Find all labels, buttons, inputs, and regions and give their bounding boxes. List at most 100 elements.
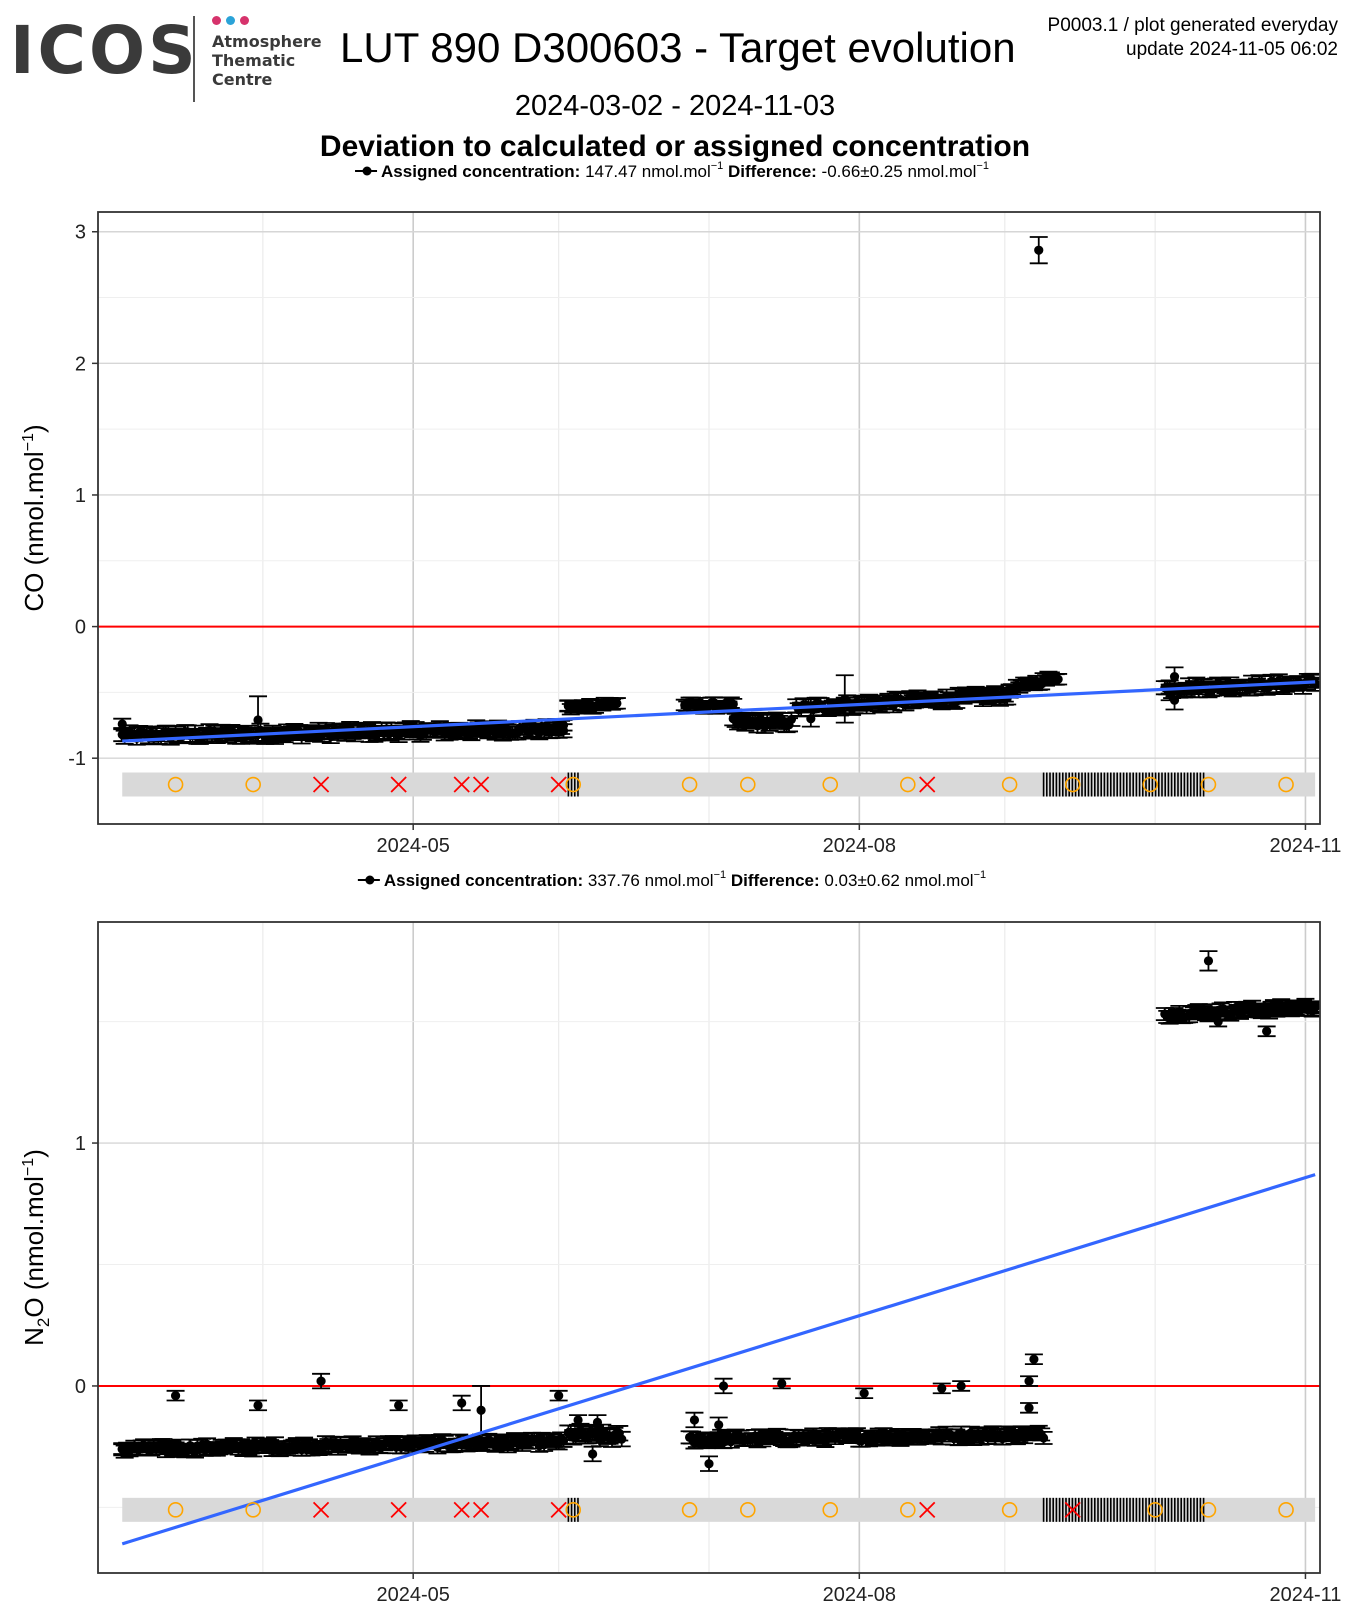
- data-point: [1029, 236, 1048, 265]
- point-marker: [1213, 1016, 1223, 1027]
- data-point: [583, 1445, 602, 1463]
- x-tick-label: 2024-11: [1269, 1584, 1341, 1606]
- data-point: [569, 1414, 588, 1426]
- legend-text: Assigned concentration: 337.76 nmol.mol−…: [384, 869, 986, 890]
- data-point: [801, 709, 820, 728]
- y-tick-label: 1: [75, 1133, 86, 1155]
- point-marker: [476, 1405, 486, 1415]
- cross-stroke: [472, 776, 490, 793]
- point-marker: [1262, 1026, 1272, 1036]
- data-point: [952, 1380, 971, 1392]
- y-tick-label: 2: [75, 353, 86, 375]
- point-marker: [573, 1415, 583, 1425]
- flag-circle-marker: [1001, 776, 1018, 793]
- logo-divider: [193, 16, 195, 102]
- point-marker: [1169, 695, 1180, 705]
- trend-line: [121, 1173, 1316, 1546]
- data-point: [714, 1377, 733, 1395]
- data-points: [113, 236, 1320, 746]
- flag-cross-marker: [312, 776, 330, 793]
- x-tick-label: 2024-11: [1269, 835, 1341, 857]
- flag-cross-marker: [550, 1501, 567, 1518]
- flag-markers: [167, 1501, 1294, 1518]
- y-tick-label: 3: [75, 222, 86, 244]
- cross-stroke: [1064, 1501, 1081, 1518]
- flag-circle-marker: [1278, 776, 1294, 793]
- data-point: [1165, 666, 1184, 687]
- cross-stroke: [550, 776, 567, 793]
- page-title: LUT 890 D300603 - Target evolution: [340, 24, 1016, 71]
- y-axis-label: CO (nmol.mol−1): [19, 424, 49, 611]
- data-point: [1209, 1015, 1228, 1028]
- point-marker: [394, 1400, 404, 1410]
- legend: Assigned concentration: 337.76 nmol.mol−…: [357, 869, 986, 890]
- point-marker: [117, 719, 127, 729]
- logo-dot-3: [240, 16, 249, 25]
- data-point: [588, 1414, 607, 1431]
- data-point: [389, 1399, 408, 1412]
- data-point: [835, 674, 854, 724]
- flag-circle-marker: [822, 776, 839, 793]
- grid: [98, 922, 1320, 1573]
- generation-meta: P0003.1 / plot generated everyday update…: [1048, 14, 1338, 62]
- meta-line-2: update 2024-11-05 06:02: [1126, 39, 1338, 60]
- data-point: [166, 1389, 185, 1402]
- logo-sub-line-2: Thematic: [212, 51, 296, 70]
- flag-circle-marker: [1278, 1502, 1294, 1518]
- data-point: [113, 717, 132, 731]
- data-point: [1020, 1375, 1039, 1387]
- data-point: [1034, 1430, 1053, 1445]
- flag-cross-marker: [453, 776, 470, 793]
- flag-circle-marker: [565, 776, 582, 793]
- data-point: [452, 1394, 471, 1412]
- point-marker: [689, 1415, 700, 1425]
- flag-circle-marker: [900, 776, 916, 793]
- data-point: [312, 1372, 331, 1390]
- point-marker: [840, 694, 850, 704]
- flag-cross-marker: [919, 776, 936, 793]
- plot-frame: [97, 211, 1321, 825]
- point-marker: [563, 700, 573, 711]
- data-point: [612, 1430, 631, 1448]
- data-point: [1306, 1001, 1320, 1013]
- logo-subtitle: Atmosphere Thematic Centre: [212, 32, 322, 89]
- point-marker: [1034, 245, 1044, 255]
- flag-circle-marker: [245, 776, 261, 793]
- point-marker: [1203, 956, 1214, 966]
- chart-subtitle: Deviation to calculated or assigned conc…: [319, 130, 1031, 163]
- data-point: [1199, 950, 1218, 972]
- flag-cross-marker: [390, 776, 407, 793]
- point-marker: [253, 715, 263, 725]
- data-point: [113, 1443, 132, 1455]
- point-marker: [1024, 1376, 1034, 1386]
- data-point: [709, 1416, 728, 1434]
- flag-circle-marker: [245, 1502, 261, 1518]
- flag-cross-marker: [390, 1501, 407, 1518]
- point-marker: [718, 1381, 729, 1391]
- y-tick-label: 1: [75, 485, 86, 507]
- cross-stroke: [472, 1501, 490, 1518]
- y-tick-label: 0: [75, 617, 86, 639]
- logo-dot-2: [226, 16, 235, 25]
- point-marker: [1053, 674, 1063, 684]
- point-marker: [554, 1391, 564, 1401]
- point-marker: [714, 1420, 724, 1430]
- meta-line-1: P0003.1 / plot generated everyday: [1047, 15, 1338, 36]
- data-point: [1257, 1025, 1276, 1038]
- hatch-range: [1042, 772, 1205, 797]
- cross-stroke: [453, 1501, 470, 1518]
- data-point: [249, 1399, 268, 1412]
- point-marker: [457, 1398, 467, 1408]
- point-marker: [1038, 1433, 1049, 1443]
- point-marker: [1024, 1403, 1034, 1413]
- x-tick-label: 2024-05: [376, 1584, 449, 1606]
- flag-circle-marker: [681, 1502, 698, 1518]
- cross-stroke: [312, 776, 330, 793]
- data-point: [1165, 690, 1184, 711]
- data-point: [607, 697, 626, 710]
- flag-circle-marker: [1147, 1502, 1163, 1518]
- chart-panel-1: Assigned concentration: 147.47 nmol.mol−…: [19, 160, 1341, 857]
- flag-circle-marker: [1064, 776, 1081, 793]
- y-tick-label: -1: [68, 748, 86, 770]
